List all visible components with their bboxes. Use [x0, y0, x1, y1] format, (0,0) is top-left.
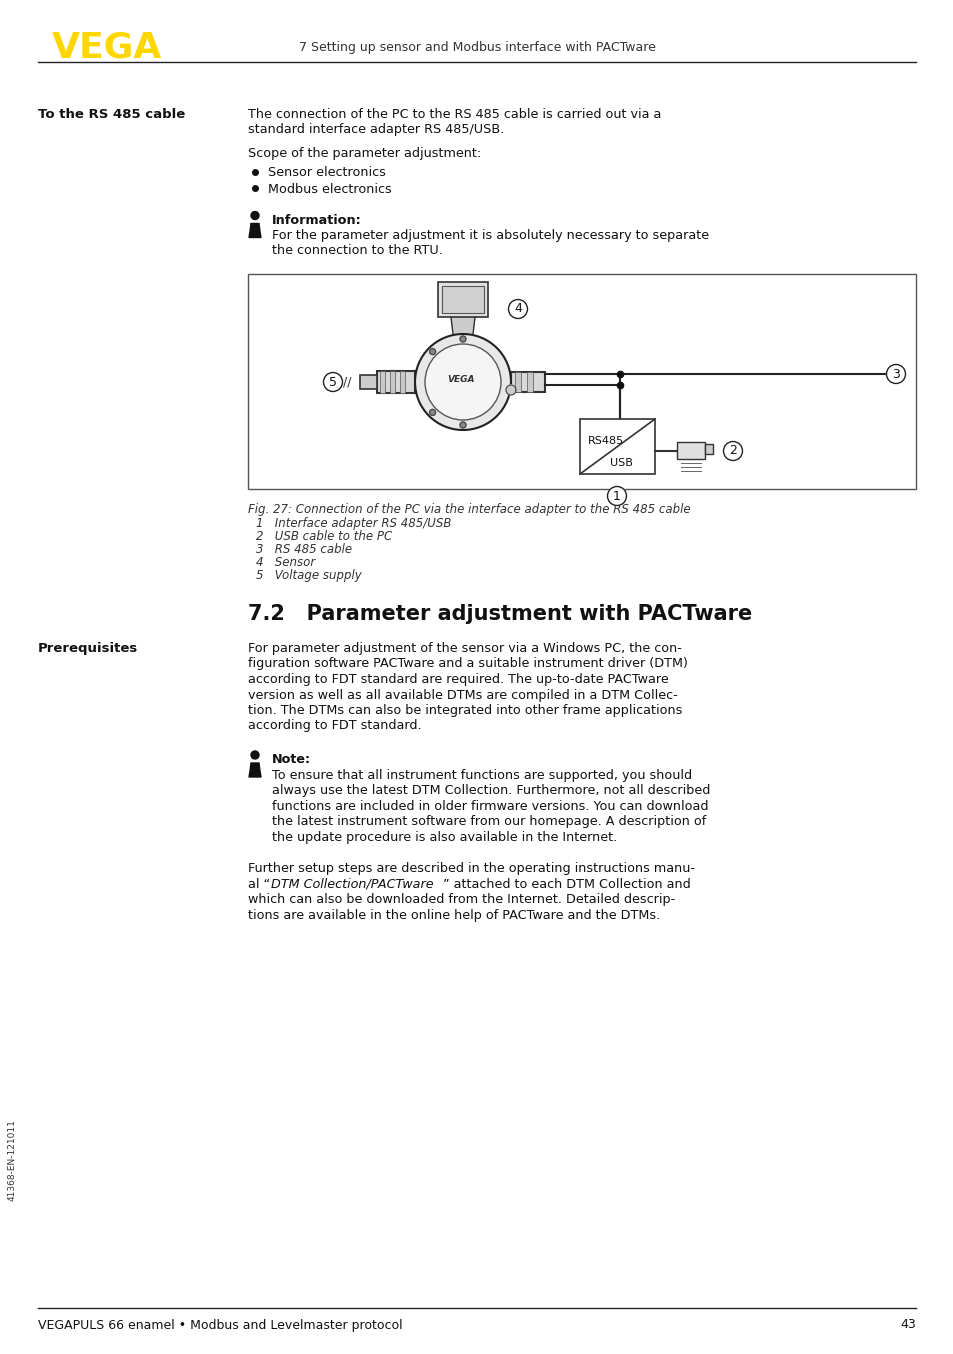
Text: //: // — [342, 375, 351, 389]
Text: USB: USB — [609, 458, 632, 468]
Text: the latest instrument software from our homepage. A description of: the latest instrument software from our … — [272, 815, 705, 829]
Bar — [379, 371, 385, 393]
Circle shape — [459, 336, 465, 343]
Text: 2   USB cable to the PC: 2 USB cable to the PC — [255, 529, 392, 543]
Polygon shape — [249, 223, 261, 237]
Bar — [579, 418, 655, 474]
Text: according to FDT standard.: according to FDT standard. — [248, 719, 421, 733]
Text: ” attached to each DTM Collection and: ” attached to each DTM Collection and — [442, 877, 690, 891]
Text: 43: 43 — [900, 1319, 915, 1331]
Text: Scope of the parameter adjustment:: Scope of the parameter adjustment: — [248, 148, 480, 160]
Text: For parameter adjustment of the sensor via a Windows PC, the con-: For parameter adjustment of the sensor v… — [248, 642, 681, 655]
Text: Information:: Information: — [272, 214, 361, 226]
Circle shape — [607, 486, 626, 505]
Bar — [437, 282, 488, 317]
Text: always use the latest DTM Collection. Furthermore, not all described: always use the latest DTM Collection. Fu… — [272, 784, 710, 798]
Text: VEGAPULS 66 enamel • Modbus and Levelmaster protocol: VEGAPULS 66 enamel • Modbus and Levelmas… — [38, 1319, 402, 1331]
Text: VEGA: VEGA — [447, 375, 475, 385]
Text: 7 Setting up sensor and Modbus interface with PACTware: 7 Setting up sensor and Modbus interface… — [298, 42, 655, 54]
Text: 41368-EN-121011: 41368-EN-121011 — [8, 1118, 16, 1201]
Circle shape — [323, 372, 342, 391]
Text: Fig. 27: Connection of the PC via the interface adapter to the RS 485 cable: Fig. 27: Connection of the PC via the in… — [248, 502, 690, 516]
Bar — [677, 441, 704, 459]
Circle shape — [424, 344, 500, 420]
Text: To the RS 485 cable: To the RS 485 cable — [38, 108, 185, 121]
Text: 1: 1 — [613, 490, 620, 502]
Polygon shape — [451, 317, 475, 334]
Bar — [359, 375, 376, 389]
Bar — [511, 372, 544, 393]
Text: 5   Voltage supply: 5 Voltage supply — [255, 569, 361, 582]
Text: 1   Interface adapter RS 485/USB: 1 Interface adapter RS 485/USB — [255, 517, 451, 529]
Circle shape — [429, 348, 436, 355]
Text: 5: 5 — [329, 375, 336, 389]
Polygon shape — [249, 764, 261, 777]
Circle shape — [459, 422, 465, 428]
Text: DTM Collection/PACTware: DTM Collection/PACTware — [271, 877, 434, 891]
Text: 7.2   Parameter adjustment with PACTware: 7.2 Parameter adjustment with PACTware — [248, 604, 752, 624]
Circle shape — [251, 751, 258, 760]
Bar — [704, 444, 712, 454]
Text: functions are included in older firmware versions. You can download: functions are included in older firmware… — [272, 799, 708, 812]
Bar — [526, 372, 533, 393]
Text: Further setup steps are described in the operating instructions manu-: Further setup steps are described in the… — [248, 862, 695, 875]
Text: which can also be downloaded from the Internet. Detailed descrip-: which can also be downloaded from the In… — [248, 894, 675, 906]
Bar — [515, 372, 520, 393]
Circle shape — [722, 441, 741, 460]
Bar — [441, 286, 483, 313]
Circle shape — [508, 299, 527, 318]
Text: tion. The DTMs can also be integrated into other frame applications: tion. The DTMs can also be integrated in… — [248, 704, 681, 718]
Text: 4   Sensor: 4 Sensor — [255, 556, 314, 569]
Text: Note:: Note: — [272, 753, 311, 766]
Text: 3   RS 485 cable: 3 RS 485 cable — [255, 543, 352, 556]
Text: standard interface adapter RS 485/USB.: standard interface adapter RS 485/USB. — [248, 123, 504, 137]
Bar — [399, 371, 405, 393]
Text: Modbus electronics: Modbus electronics — [268, 183, 392, 196]
Bar — [376, 371, 415, 393]
Text: To ensure that all instrument functions are supported, you should: To ensure that all instrument functions … — [272, 769, 691, 781]
Circle shape — [505, 385, 516, 395]
Circle shape — [885, 364, 904, 383]
Text: For the parameter adjustment it is absolutely necessary to separate: For the parameter adjustment it is absol… — [272, 229, 708, 242]
Text: The connection of the PC to the RS 485 cable is carried out via a: The connection of the PC to the RS 485 c… — [248, 108, 660, 121]
Bar — [390, 371, 395, 393]
Text: the connection to the RTU.: the connection to the RTU. — [272, 245, 442, 257]
Circle shape — [251, 211, 258, 219]
Text: VEGA: VEGA — [52, 31, 162, 65]
Circle shape — [429, 409, 436, 416]
Text: figuration software PACTware and a suitable instrument driver (DTM): figuration software PACTware and a suita… — [248, 658, 687, 670]
Text: tions are available in the online help of PACTware and the DTMs.: tions are available in the online help o… — [248, 909, 659, 922]
Text: Prerequisites: Prerequisites — [38, 642, 138, 655]
Circle shape — [415, 334, 511, 431]
Text: version as well as all available DTMs are compiled in a DTM Collec-: version as well as all available DTMs ar… — [248, 688, 677, 701]
Text: 2: 2 — [728, 444, 736, 458]
Text: 3: 3 — [891, 367, 899, 380]
Bar — [248, 274, 915, 489]
Text: RS485: RS485 — [587, 436, 623, 445]
Text: according to FDT standard are required. The up-to-date PACTware: according to FDT standard are required. … — [248, 673, 668, 686]
Text: the update procedure is also available in the Internet.: the update procedure is also available i… — [272, 830, 617, 844]
Text: al “: al “ — [248, 877, 270, 891]
Text: Sensor electronics: Sensor electronics — [268, 167, 385, 180]
Text: 4: 4 — [514, 302, 521, 315]
